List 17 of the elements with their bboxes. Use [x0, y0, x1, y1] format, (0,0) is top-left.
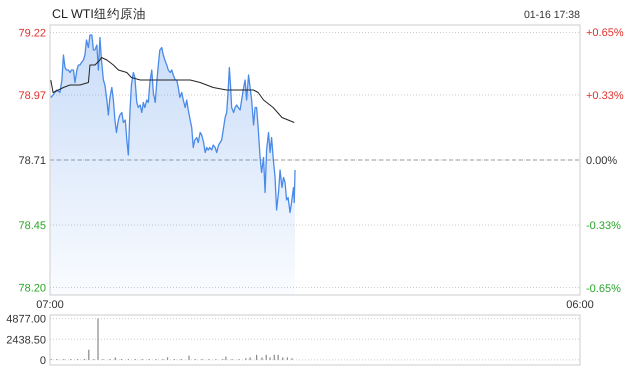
- y-tick-label: 78.97: [18, 90, 46, 102]
- y2-tick-label: +0.33%: [586, 90, 624, 102]
- y2-tick-label: 0.00%: [586, 155, 618, 167]
- y-tick-label: 2438.50: [6, 334, 46, 346]
- y2-tick-label: -0.65%: [586, 282, 622, 295]
- x-tick-label: 06:00: [566, 299, 594, 311]
- y-tick-label: 78.20: [18, 282, 46, 294]
- y-tick-label: 78.71: [18, 155, 46, 167]
- y2-tick-label: -0.33%: [586, 220, 622, 232]
- y-tick-label: 0: [40, 354, 46, 367]
- y-tick-label: 79.22: [18, 28, 46, 40]
- chart-title: CL WTI纽约原油: [52, 7, 146, 21]
- text: 01-16 17:38: [524, 9, 580, 21]
- y-tick-label: 4877.00: [6, 314, 46, 326]
- y-tick-label: 78.45: [18, 220, 46, 232]
- x-tick-label: 07:00: [36, 299, 64, 311]
- y2-tick-label: +0.65%: [586, 27, 624, 40]
